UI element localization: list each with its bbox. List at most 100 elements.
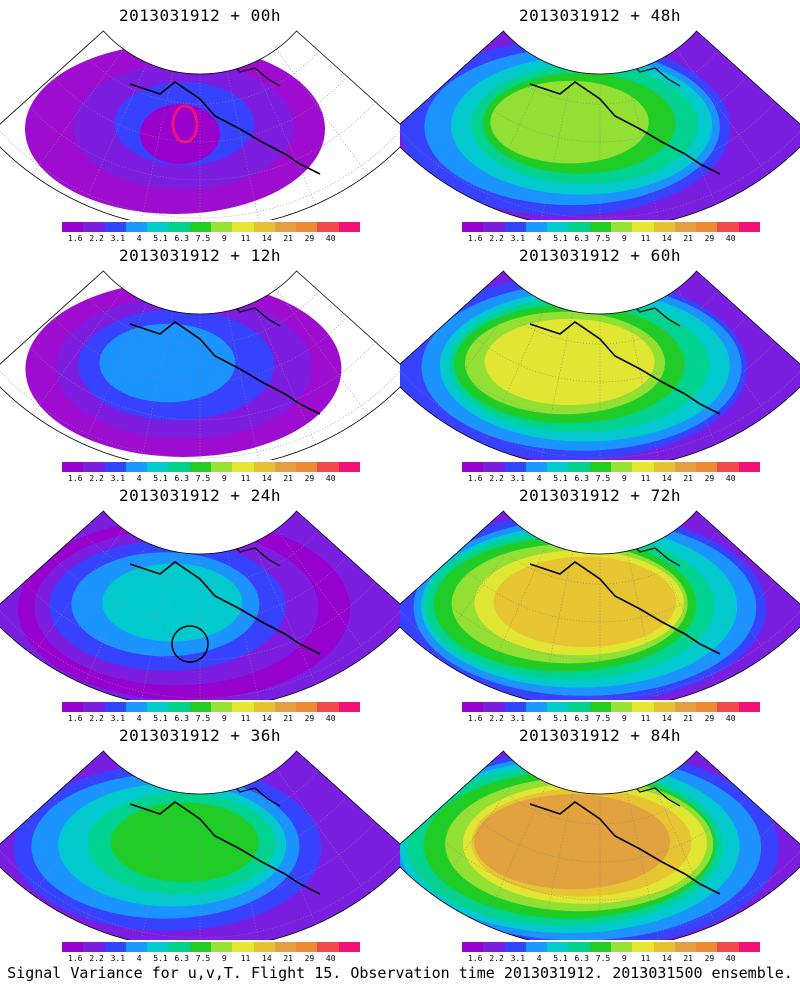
colorbar-segment <box>568 462 590 472</box>
colorbar-segment <box>83 222 105 232</box>
colorbar <box>462 222 760 232</box>
colorbar-label: 40 <box>725 714 736 723</box>
colorbar-label: 4 <box>136 474 142 483</box>
panel-title: 2013031912 + 24h <box>118 486 282 505</box>
colorbar-segment <box>738 462 760 472</box>
colorbar-segment <box>568 222 590 232</box>
colorbar-label: 4 <box>536 234 542 243</box>
colorbar-label: 2.2 <box>489 474 504 483</box>
colorbar-label: 5.1 <box>153 954 168 963</box>
colorbar-labels: 1.6 2.2 3.1 4 5.1 6.3 7.5 9 11 14 21 29 40 <box>462 234 760 244</box>
colorbar-segment <box>274 702 297 712</box>
colorbar-label: 29 <box>304 954 315 963</box>
colorbar-segment <box>104 942 126 952</box>
colorbar-segment <box>462 942 484 952</box>
colorbar-segment <box>317 222 339 232</box>
colorbar-segment <box>296 222 318 232</box>
colorbar-segment <box>125 462 148 472</box>
colorbar-segment <box>717 462 739 472</box>
colorbar-label: 14 <box>262 474 272 483</box>
colorbar-segment <box>253 942 275 952</box>
colorbar-label: 14 <box>262 234 272 243</box>
colorbar-segment <box>232 942 254 952</box>
colorbar-label: 9 <box>621 234 627 243</box>
colorbar-label: 14 <box>262 954 272 963</box>
colorbar-label: 6.3 <box>574 234 589 243</box>
colorbar-segment <box>210 222 233 232</box>
colorbar-segment <box>738 222 760 232</box>
colorbar-segment <box>147 462 169 472</box>
colorbar-segment <box>125 222 148 232</box>
colorbar <box>462 702 760 712</box>
forecast-panel: 2013031912 + 12h 1.6 2.2 3.1 4 5.1 6.3 7.5 9 11 14… <box>0 240 400 485</box>
colorbar-label: 1.6 <box>68 714 83 723</box>
colorbar-label: 5.1 <box>553 714 568 723</box>
variance-map <box>400 510 800 700</box>
colorbar-segment <box>589 222 611 232</box>
colorbar-label: 3.1 <box>110 954 126 963</box>
colorbar-label: 40 <box>325 234 336 243</box>
colorbar-segment <box>738 702 760 712</box>
colorbar-label: 11 <box>240 234 251 243</box>
colorbar-label: 21 <box>683 954 693 963</box>
colorbar-segment <box>738 942 760 952</box>
colorbar-label: 29 <box>704 234 715 243</box>
variance-map <box>0 510 400 700</box>
colorbar-label: 7.5 <box>195 234 211 243</box>
colorbar-label: 5.1 <box>153 234 168 243</box>
colorbar-label: 11 <box>640 234 651 243</box>
colorbar-segment <box>610 222 633 232</box>
colorbar-label: 14 <box>662 714 672 723</box>
colorbar-segment <box>483 462 505 472</box>
colorbar-segment <box>189 942 211 952</box>
colorbar-segment <box>125 942 148 952</box>
colorbar-label: 14 <box>662 234 672 243</box>
panel-title: 2013031912 + 00h <box>118 6 282 25</box>
colorbar-segment <box>296 702 318 712</box>
colorbar-segment <box>189 222 211 232</box>
colorbar-segment <box>525 702 548 712</box>
colorbar-label: 29 <box>704 714 715 723</box>
colorbar-segment <box>632 222 654 232</box>
colorbar-segment <box>568 702 590 712</box>
colorbar-segment <box>589 702 611 712</box>
colorbar <box>62 462 360 472</box>
colorbar-label: 29 <box>304 714 315 723</box>
colorbar-label: 3.1 <box>510 714 526 723</box>
colorbar-label: 5.1 <box>153 474 168 483</box>
colorbar-segment <box>504 222 526 232</box>
colorbar-label: 6.3 <box>174 234 189 243</box>
colorbar-segment <box>717 222 739 232</box>
colorbar-segment <box>462 222 484 232</box>
colorbar-labels: 1.6 2.2 3.1 4 5.1 6.3 7.5 9 11 14 21 29 40 <box>62 234 360 244</box>
panel-title: 2013031912 + 60h <box>518 246 682 265</box>
colorbar-label: 21 <box>283 474 293 483</box>
colorbar-label: 6.3 <box>574 474 589 483</box>
colorbar-label: 6.3 <box>174 954 189 963</box>
colorbar-segment <box>62 702 84 712</box>
colorbar-segment <box>210 702 233 712</box>
colorbar-label: 2.2 <box>89 954 104 963</box>
colorbar <box>62 222 360 232</box>
colorbar-label: 2.2 <box>89 474 104 483</box>
colorbar-label: 7.5 <box>595 714 611 723</box>
colorbar-label: 40 <box>325 714 336 723</box>
variance-map <box>0 270 400 460</box>
colorbar-label: 9 <box>621 714 627 723</box>
colorbar-label: 9 <box>221 954 227 963</box>
colorbar-segment <box>547 462 569 472</box>
colorbar-label: 7.5 <box>195 954 211 963</box>
colorbar-segment <box>232 702 254 712</box>
colorbar-segment <box>189 702 211 712</box>
forecast-panel: 2013031912 + 00h 1.6 2.2 3.1 4 5.1 6.3 7.5 9 11 14… <box>0 0 400 245</box>
colorbar-labels: 1.6 2.2 3.1 4 5.1 6.3 7.5 9 11 14 21 29 40 <box>62 474 360 484</box>
colorbar-segment <box>253 702 275 712</box>
colorbar-label: 5.1 <box>553 954 568 963</box>
colorbar-label: 29 <box>304 474 315 483</box>
colorbar-label: 4 <box>136 714 142 723</box>
colorbar-segment <box>483 222 505 232</box>
colorbar-segment <box>274 222 297 232</box>
colorbar-label: 3.1 <box>110 474 126 483</box>
colorbar-segment <box>525 222 548 232</box>
colorbar-labels: 1.6 2.2 3.1 4 5.1 6.3 7.5 9 11 14 21 29 40 <box>462 954 760 964</box>
